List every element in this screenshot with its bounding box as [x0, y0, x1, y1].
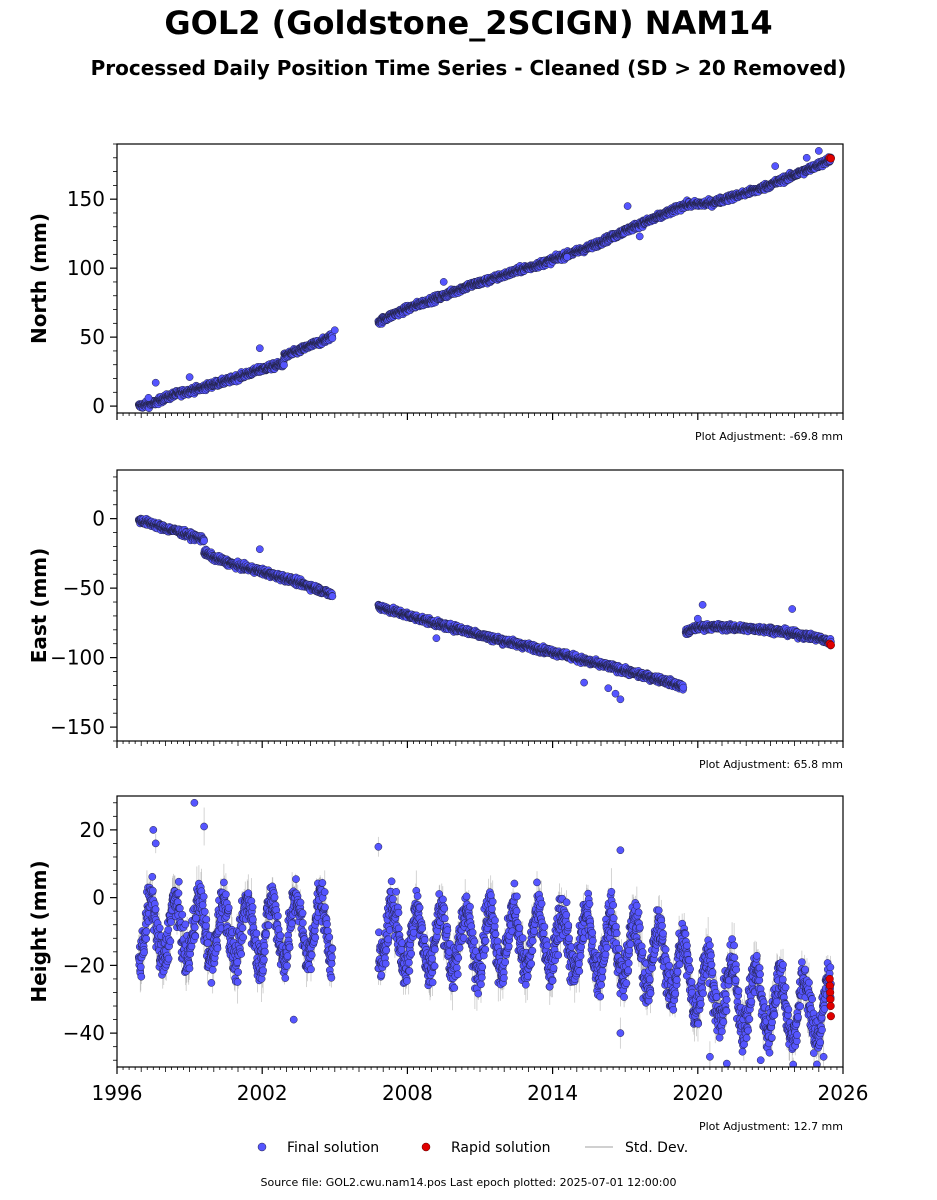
plot-area [134, 514, 835, 704]
final-solution-point [563, 253, 571, 261]
final-solution-point [623, 202, 632, 210]
y-tick-label: 150 [67, 187, 105, 211]
y-axis-label: North (mm) [27, 213, 51, 344]
final-solution-point [185, 373, 194, 381]
plot-adjustment-note: Plot Adjustment: -69.8 mm [695, 430, 843, 443]
final-solution-point [328, 334, 337, 343]
rapid-solution-points [825, 153, 835, 163]
stddev-bars [138, 514, 832, 698]
final-solution-points [134, 147, 835, 413]
y-tick-label: 50 [80, 325, 105, 349]
plot-area [134, 147, 835, 413]
panel-north: 0 50 100 150 North (mm) Plot Adjustment: -69.… [27, 143, 844, 443]
y-tick-label: 0 [92, 394, 105, 418]
page-subtitle: Processed Daily Position Time Series - C… [90, 56, 847, 80]
final-solution-point [144, 393, 153, 402]
final-solution-point [330, 326, 339, 335]
final-solution-point [635, 232, 644, 241]
final-solution-point [439, 278, 448, 286]
final-solution-point [151, 378, 160, 387]
page-title: GOL2 (Goldstone_2SCIGN) NAM14 [164, 4, 773, 42]
rapid-solution-point [826, 154, 835, 163]
final-solution-point [280, 361, 288, 369]
y-axis: 0 50 100 150 [67, 143, 117, 418]
x-axis [116, 413, 844, 420]
y-tick-label: 100 [67, 256, 105, 280]
final-solution-point [814, 147, 823, 155]
final-solution-point [771, 162, 780, 170]
final-solution-point [255, 344, 264, 353]
final-solution-point [802, 153, 811, 162]
